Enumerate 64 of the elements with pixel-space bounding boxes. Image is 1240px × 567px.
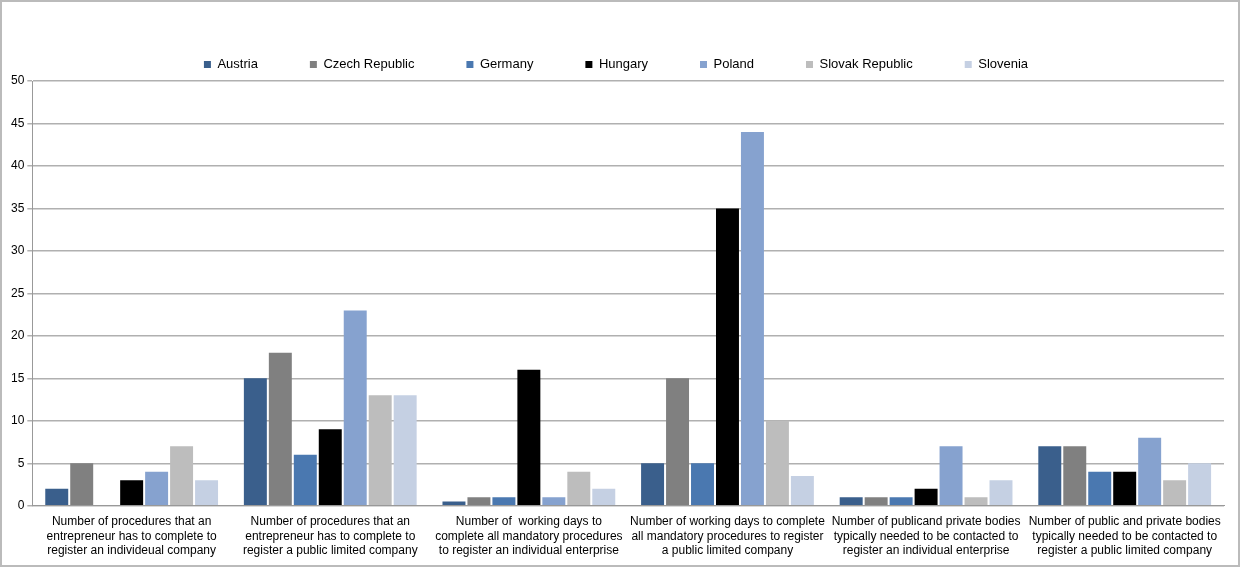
bar — [195, 480, 219, 506]
bar — [989, 480, 1013, 506]
bar — [542, 497, 566, 506]
bar — [517, 369, 541, 506]
bar — [45, 488, 69, 506]
bar — [839, 497, 863, 506]
y-tick-label: 15 — [10, 370, 25, 385]
bar — [120, 480, 144, 506]
bar — [368, 395, 392, 506]
y-tick-label: 45 — [10, 115, 25, 130]
y-tick-label: 10 — [10, 413, 25, 428]
bar — [293, 454, 317, 506]
bar — [641, 463, 665, 506]
x-tick-label: Number of publicand private bodies typically needed to be contacted to register an individual enterprise — [831, 514, 1021, 558]
bar — [170, 446, 194, 506]
bar — [268, 352, 292, 506]
x-tick-label: Number of working days to complete all mandatory procedures to register a public limited company — [630, 514, 826, 558]
bar — [1088, 471, 1112, 506]
legend-label: Germany — [479, 56, 534, 72]
y-tick-label: 35 — [10, 200, 25, 215]
x-tick-label: Number of procedures that an entrepreneur has to complete to register an individeual company — [46, 514, 218, 558]
bar — [393, 395, 417, 506]
bar — [691, 463, 714, 506]
x-tick-label: Number of public and private bodies typically needed to be contacted to register a public limited company — [1028, 514, 1221, 558]
bar — [1063, 446, 1087, 506]
bar — [1163, 480, 1187, 506]
y-tick-label: 0 — [17, 498, 25, 513]
bar — [243, 378, 267, 506]
y-tick-label: 25 — [10, 285, 25, 300]
legend-label: Poland — [713, 56, 754, 72]
bar — [318, 429, 342, 506]
y-tick-label: 30 — [10, 243, 25, 258]
bar — [939, 446, 963, 506]
bar — [715, 208, 739, 506]
y-tick-label: 5 — [17, 455, 25, 470]
bar — [964, 497, 988, 506]
y-tick-label: 40 — [10, 158, 25, 173]
bar — [343, 310, 367, 506]
bar — [790, 476, 814, 506]
legend-label: Hungary — [598, 56, 649, 72]
bar — [765, 420, 789, 506]
legend-label: Slovak Republic — [819, 56, 914, 72]
bar — [1038, 446, 1062, 506]
bar — [467, 497, 491, 506]
bar — [70, 463, 94, 506]
x-tick-label: Number of procedures that an entrepreneur has to complete to register a public limited company — [242, 514, 418, 558]
legend-label: Slovenia — [978, 56, 1029, 72]
bar — [666, 378, 690, 506]
bar — [492, 497, 516, 506]
legend-label: Czech Republic — [323, 56, 415, 72]
y-tick-label: 20 — [10, 328, 25, 343]
legend-label: Austria — [217, 56, 259, 72]
bar — [864, 497, 888, 506]
bar — [914, 488, 938, 506]
bar — [1138, 437, 1162, 506]
bar — [592, 488, 616, 506]
x-tick-label: Number of working days to complete all mandatory procedures to register an individual enterprise — [435, 514, 623, 558]
bar — [1113, 471, 1137, 506]
bar — [145, 471, 169, 506]
bar — [1188, 463, 1212, 506]
bar — [740, 131, 764, 506]
y-tick-label: 50 — [10, 73, 25, 88]
bar — [567, 471, 591, 506]
bar — [889, 497, 913, 506]
